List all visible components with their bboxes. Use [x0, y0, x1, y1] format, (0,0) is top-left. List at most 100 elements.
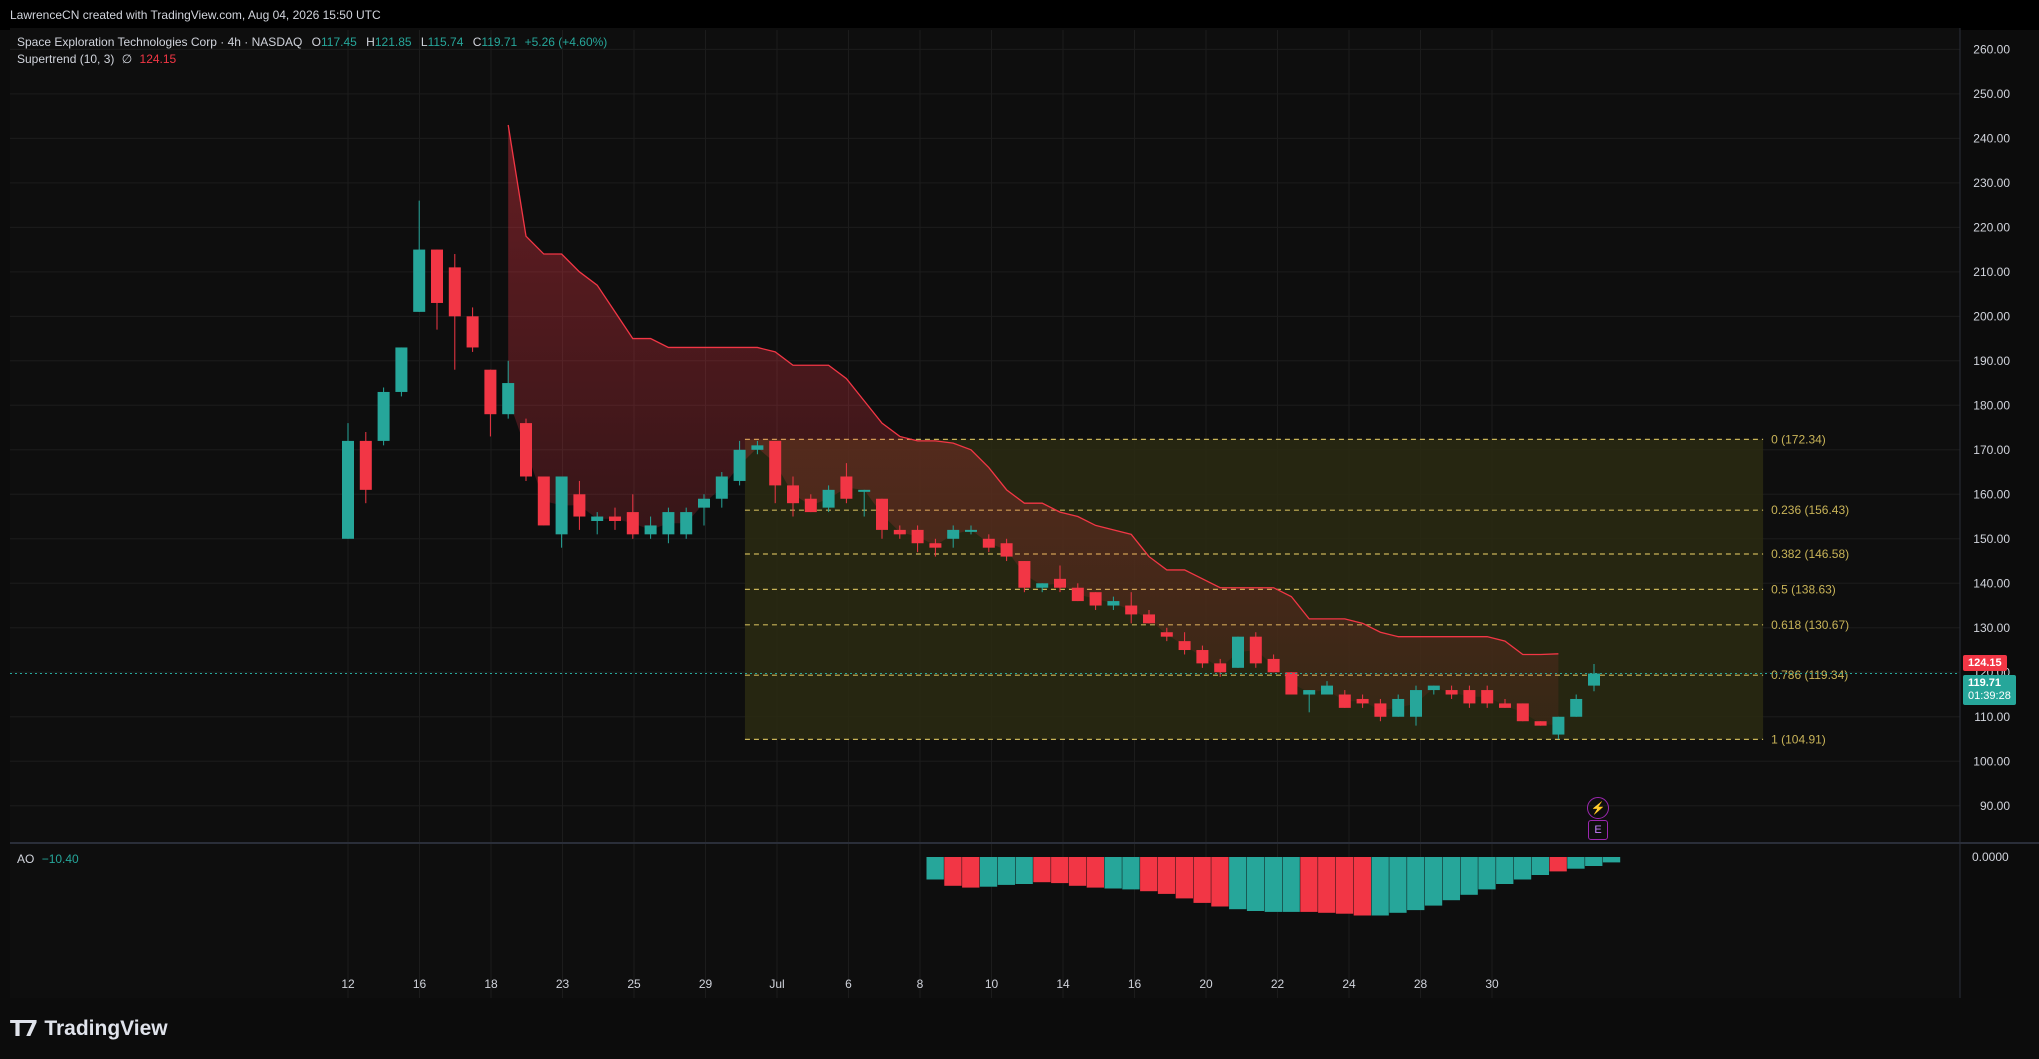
candle-body — [1071, 587, 1084, 602]
candle-body — [1481, 690, 1494, 704]
axes-layer: 260.00250.00240.00230.00220.00210.00200.… — [10, 28, 2039, 998]
candle-body — [1392, 698, 1405, 717]
candle-body — [537, 476, 550, 526]
ao-bar — [1318, 857, 1336, 913]
tradingview-logo[interactable]: 𝗧𝟳 TradingView — [10, 1016, 168, 1042]
x-tick-label: Jul — [769, 977, 784, 991]
ao-bar — [1033, 857, 1051, 883]
fib-level-label: 0.786 (119.34) — [1771, 668, 1848, 682]
ao-layer — [926, 857, 1621, 916]
candle-body — [1143, 614, 1155, 624]
candle-body — [840, 476, 853, 499]
candle-body — [1356, 698, 1369, 704]
ao-bar — [1585, 857, 1603, 866]
low-value: 115.74 — [427, 35, 464, 49]
ao-bar — [1353, 857, 1371, 916]
candle-body — [431, 249, 443, 303]
candle-body — [591, 516, 604, 521]
candle-body — [1214, 663, 1227, 673]
supertrend-label: Supertrend (10, 3) — [17, 52, 115, 66]
open-value: 117.45 — [321, 35, 357, 49]
candle-body — [377, 391, 390, 441]
supertrend-layer — [507, 124, 1559, 726]
open-label: O — [311, 35, 322, 49]
candle-body — [662, 512, 675, 535]
ao-bar — [1068, 857, 1087, 886]
lightning-icon[interactable]: ⚡ — [1587, 797, 1609, 819]
candle-body — [1410, 690, 1422, 717]
symbol-legend[interactable]: Space Exploration Technologies Corp · 4h… — [17, 35, 608, 49]
high-label: H — [366, 35, 375, 49]
candle-body — [751, 445, 764, 450]
candle-body — [1160, 632, 1173, 637]
candle-body — [1267, 658, 1280, 673]
x-tick-label: 16 — [1128, 977, 1142, 991]
x-tick-label: 30 — [1485, 977, 1499, 991]
candle-body — [893, 529, 906, 535]
ao-bar — [1389, 857, 1407, 913]
fib-level-label: 0.618 (130.67) — [1771, 618, 1849, 632]
candle-body — [342, 440, 354, 539]
candle-body — [1089, 592, 1102, 606]
ao-bar — [1549, 857, 1567, 872]
candle-body — [1534, 721, 1547, 726]
countdown-value: 01:39:28 — [1968, 690, 2011, 702]
supertrend-line — [507, 124, 1559, 656]
ao-bar — [944, 857, 962, 886]
candle-body — [1303, 690, 1316, 695]
candle-body — [626, 512, 639, 535]
y-tick-label: 140.00 — [1973, 576, 2010, 590]
earnings-badge[interactable]: E — [1588, 820, 1608, 840]
ao-bar — [1531, 857, 1549, 875]
last-price-value: 119.71 — [1968, 677, 2002, 689]
ao-bar — [962, 857, 980, 888]
ao-bar — [1122, 857, 1140, 890]
supertrend-fill — [508, 124, 1559, 726]
candle-body — [1285, 672, 1298, 695]
candle-body — [1321, 685, 1333, 695]
ao-legend[interactable]: AO −10.40 — [17, 852, 79, 866]
ao-bar — [1104, 857, 1122, 889]
y-tick-label: 170.00 — [1973, 443, 2010, 457]
supertrend-legend[interactable]: Supertrend (10, 3) ∅ 124.15 — [17, 52, 176, 66]
candle-body — [1054, 578, 1066, 588]
candle-body — [1338, 694, 1351, 708]
candle-body — [520, 423, 532, 477]
ao-bar — [1086, 857, 1104, 888]
ao-bar — [1229, 857, 1247, 910]
supertrend-value: 124.15 — [139, 52, 177, 66]
x-tick-label: 6 — [845, 977, 852, 991]
y-tick-label: 220.00 — [1973, 220, 2010, 234]
candle-body — [1036, 583, 1049, 588]
candle-body — [1552, 716, 1565, 735]
candle-body — [1107, 601, 1120, 606]
x-tick-label: 25 — [627, 977, 641, 991]
candle-body — [1196, 650, 1209, 664]
x-tick-label: 24 — [1342, 977, 1356, 991]
y-tick-label: 260.00 — [1973, 42, 2010, 56]
x-tick-label: 8 — [917, 977, 924, 991]
x-tick-label: 12 — [341, 977, 355, 991]
ao-bar — [1246, 857, 1265, 911]
ao-bar — [1335, 857, 1354, 914]
close-label: C — [472, 35, 482, 49]
ao-bar — [1051, 857, 1069, 884]
ao-bar — [1460, 857, 1478, 895]
x-tick-label: 22 — [1271, 977, 1285, 991]
fib-level-label: 0.236 (156.43) — [1771, 503, 1849, 517]
y-tick-label: 90.00 — [1980, 799, 2010, 813]
y-tick-label: 190.00 — [1973, 354, 2010, 368]
candle-body — [858, 489, 871, 492]
tradingview-mark-icon: 𝗧𝟳 — [10, 1016, 38, 1041]
y-tick-label: 100.00 — [1973, 754, 2010, 768]
ao-bar — [1567, 857, 1585, 869]
candle-body — [1499, 703, 1511, 708]
ao-zero-label: 0.0000 — [1972, 850, 2009, 864]
close-value: 119.71 — [481, 35, 518, 49]
x-tick-label: 28 — [1414, 977, 1428, 991]
ao-bar — [1211, 857, 1229, 907]
symbol-interval: 4h — [227, 35, 241, 49]
candle-body — [947, 529, 960, 539]
